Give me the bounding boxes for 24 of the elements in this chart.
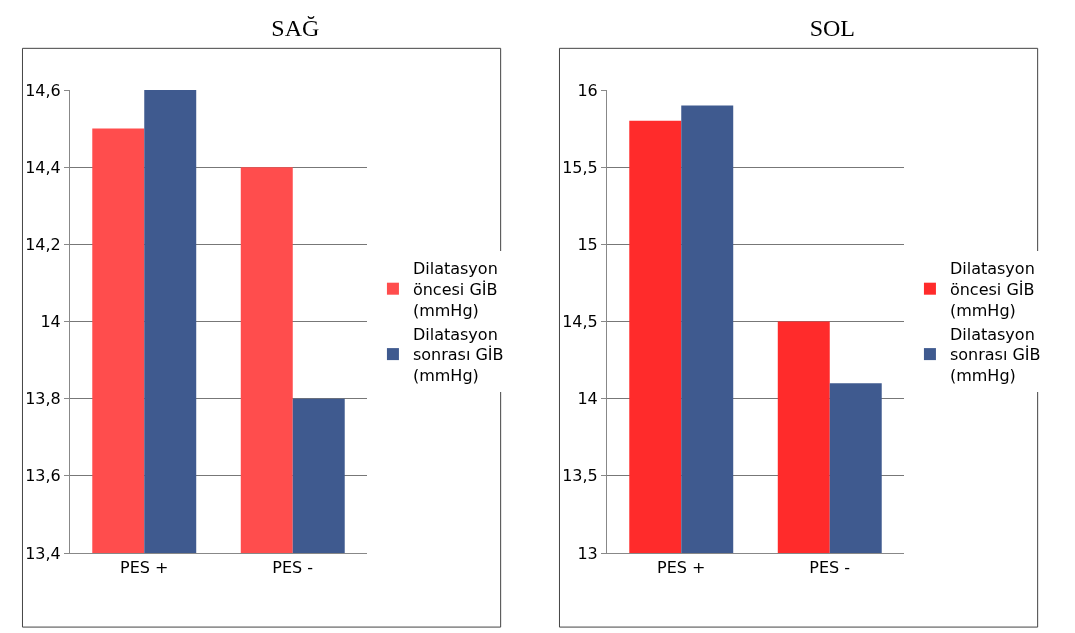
y-tick-label: 16	[577, 80, 598, 100]
x-tick-label: PES -	[809, 558, 851, 578]
legend-label: Dilatasyon öncesi GİB (mmHg)	[412, 259, 498, 320]
x-tick-label: PES +	[120, 558, 169, 578]
legend-label: Dilatasyon sonrası GİB (mmHg)	[949, 324, 1041, 386]
y-tick-label: 14,5	[562, 312, 598, 332]
y-tick-label: 14	[40, 312, 61, 332]
y-tick-label: 13,5	[562, 466, 598, 486]
chart-title: SAĞ	[271, 14, 320, 41]
x-tick-label: PES +	[657, 558, 706, 578]
x-tick-label: PES -	[272, 558, 314, 578]
legend-label: Dilatasyon sonrası GİB (mmHg)	[412, 324, 504, 386]
y-tick-label: 13,8	[25, 389, 61, 409]
y-tick-label: 14	[577, 389, 598, 409]
y-tick-label: 14,4	[25, 157, 61, 177]
y-tick-label: 13,6	[25, 466, 61, 486]
y-tick-label: 13,4	[25, 543, 61, 563]
chart-title: SOL	[809, 14, 856, 41]
y-tick-label: 14,6	[25, 80, 61, 100]
y-tick-label: 14,2	[25, 234, 61, 254]
y-tick-label: 15	[577, 234, 598, 254]
legend-label: Dilatasyon öncesi GİB (mmHg)	[949, 259, 1035, 320]
y-tick-label: 15,5	[562, 157, 598, 177]
y-tick-label: 13	[577, 543, 598, 563]
